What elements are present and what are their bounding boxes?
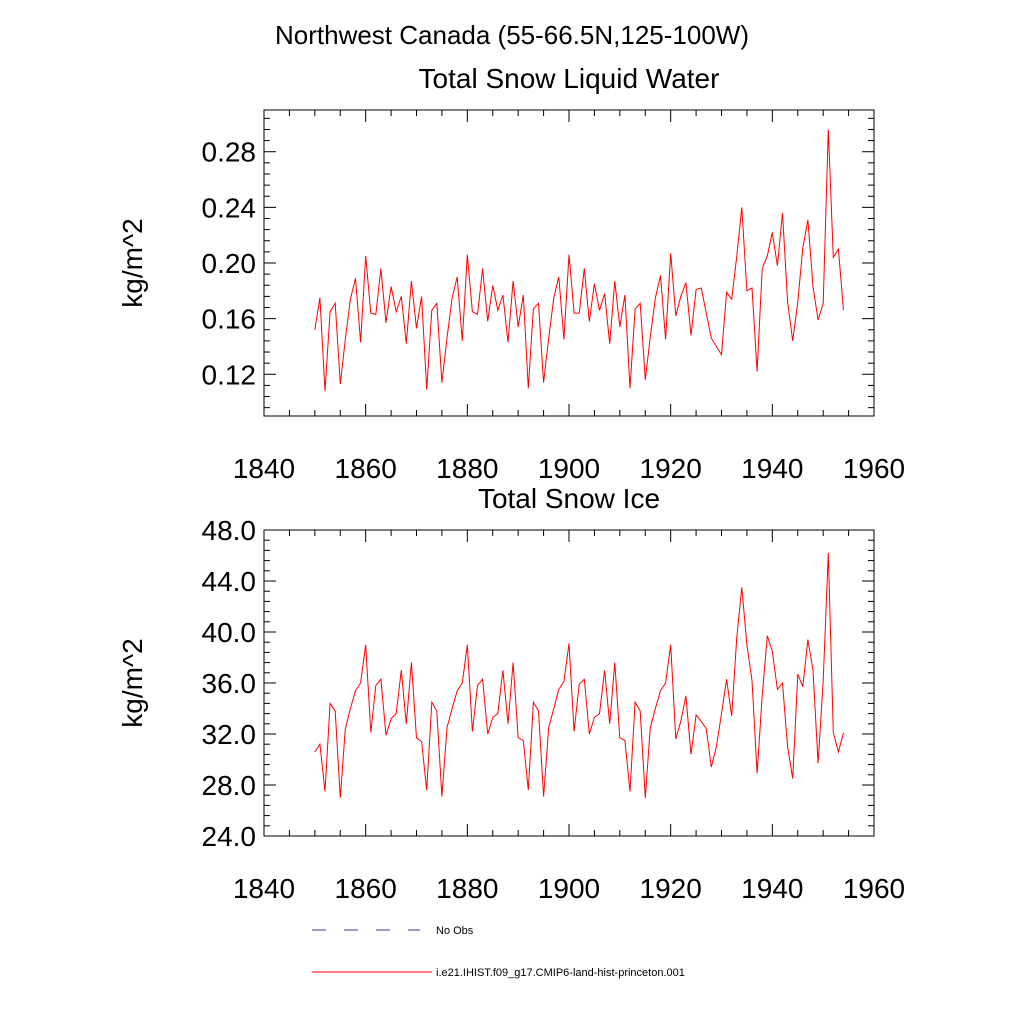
y-tick-label: 28.0 xyxy=(202,770,257,801)
legend-label-model: i.e21.IHIST.f09_g17.CMIP6-land-hist-prin… xyxy=(436,967,685,979)
x-tick-label: 1920 xyxy=(640,873,702,904)
x-tick-label: 1920 xyxy=(640,453,702,484)
x-tick-label: 1880 xyxy=(436,873,498,904)
panel-snow-liquid-water: Total Snow Liquid Water 1840 1860 1880 1900 1… xyxy=(117,63,905,484)
panel-snow-ice: Total Snow Ice 1840 1860 1880 1900 1920 1940 19… xyxy=(117,483,905,904)
y-tick-label: 24.0 xyxy=(202,821,257,852)
chart-title: Total Snow Liquid Water xyxy=(419,63,720,94)
y-tick-label: 0.20 xyxy=(202,248,257,279)
y-axis-label: kg/m^2 xyxy=(117,638,148,727)
x-tick-label: 1960 xyxy=(843,873,905,904)
y-tick-label: 0.12 xyxy=(202,359,257,390)
legend: No Obs i.e21.IHIST.f09_g17.CMIP6-land-hi… xyxy=(312,925,685,979)
x-tick-label: 1940 xyxy=(741,453,803,484)
legend-label-no-obs: No Obs xyxy=(436,925,474,937)
x-tick-label: 1900 xyxy=(538,873,600,904)
series-line xyxy=(314,552,844,798)
x-tick-label: 1940 xyxy=(741,873,803,904)
x-tick-label: 1860 xyxy=(335,453,397,484)
y-tick-label: 48.0 xyxy=(202,515,257,546)
y-axis-label: kg/m^2 xyxy=(117,218,148,307)
y-tick-label: 40.0 xyxy=(202,617,257,648)
series-line xyxy=(314,129,844,392)
x-tick-label: 1860 xyxy=(335,873,397,904)
x-tick-label: 1960 xyxy=(843,453,905,484)
y-tick-label: 0.24 xyxy=(202,192,257,223)
x-tick-label: 1900 xyxy=(538,453,600,484)
x-tick-label: 1880 xyxy=(436,453,498,484)
x-tick-label: 1840 xyxy=(233,453,295,484)
chart-title: Total Snow Ice xyxy=(478,483,660,514)
y-tick-label: 36.0 xyxy=(202,668,257,699)
page-title: Northwest Canada (55-66.5N,125-100W) xyxy=(275,20,749,50)
x-tick-label: 1840 xyxy=(233,873,295,904)
y-tick-label: 0.16 xyxy=(202,304,257,335)
y-tick-label: 0.28 xyxy=(202,137,257,168)
y-tick-label: 32.0 xyxy=(202,719,257,750)
y-tick-label: 44.0 xyxy=(202,566,257,597)
